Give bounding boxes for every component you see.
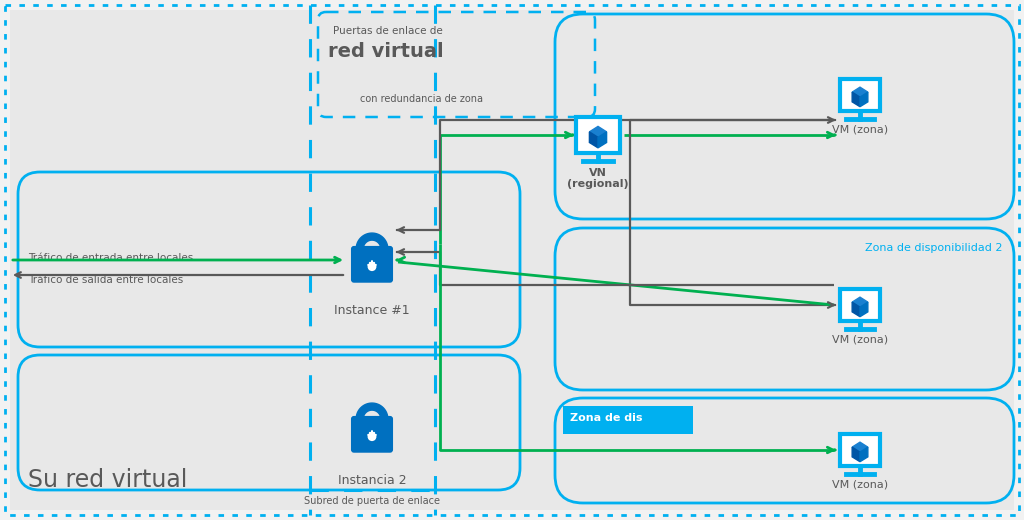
Polygon shape (860, 92, 868, 107)
Text: red virtual: red virtual (328, 42, 443, 61)
Circle shape (368, 432, 377, 441)
Text: VN
(regional): VN (regional) (567, 167, 629, 189)
Polygon shape (852, 297, 868, 307)
FancyBboxPatch shape (840, 79, 880, 111)
Text: Instance #1: Instance #1 (334, 304, 410, 317)
Text: Tráfico de salida entre locales: Tráfico de salida entre locales (28, 275, 183, 285)
Polygon shape (590, 126, 606, 137)
Text: VM (zona): VM (zona) (831, 335, 888, 345)
Text: Subred de puerta de enlace: Subred de puerta de enlace (304, 496, 440, 506)
Text: Zona de disponibilidad 2: Zona de disponibilidad 2 (864, 243, 1002, 253)
Polygon shape (356, 233, 388, 249)
Polygon shape (852, 302, 860, 317)
FancyBboxPatch shape (840, 434, 880, 466)
Text: Instancia 2: Instancia 2 (338, 474, 407, 487)
Text: VM (zona): VM (zona) (831, 480, 888, 490)
Text: Tráfico de entrada entre locales: Tráfico de entrada entre locales (28, 253, 194, 263)
Text: Zona de dis: Zona de dis (570, 413, 642, 423)
Bar (563, 406, 693, 434)
Polygon shape (860, 447, 868, 462)
Text: con redundancia de zona: con redundancia de zona (360, 94, 483, 104)
FancyBboxPatch shape (840, 289, 880, 321)
Text: Puertas de enlace de: Puertas de enlace de (333, 26, 442, 36)
Text: Su red virtual: Su red virtual (28, 468, 187, 492)
Polygon shape (852, 92, 860, 107)
Polygon shape (860, 302, 868, 317)
Polygon shape (598, 132, 606, 148)
Polygon shape (356, 403, 388, 419)
FancyBboxPatch shape (351, 246, 393, 283)
Polygon shape (852, 442, 868, 452)
Polygon shape (590, 132, 598, 148)
Polygon shape (852, 87, 868, 97)
FancyBboxPatch shape (577, 117, 620, 153)
Polygon shape (852, 447, 860, 462)
FancyBboxPatch shape (351, 416, 393, 453)
Circle shape (368, 262, 377, 271)
Text: VM (zona): VM (zona) (831, 125, 888, 135)
